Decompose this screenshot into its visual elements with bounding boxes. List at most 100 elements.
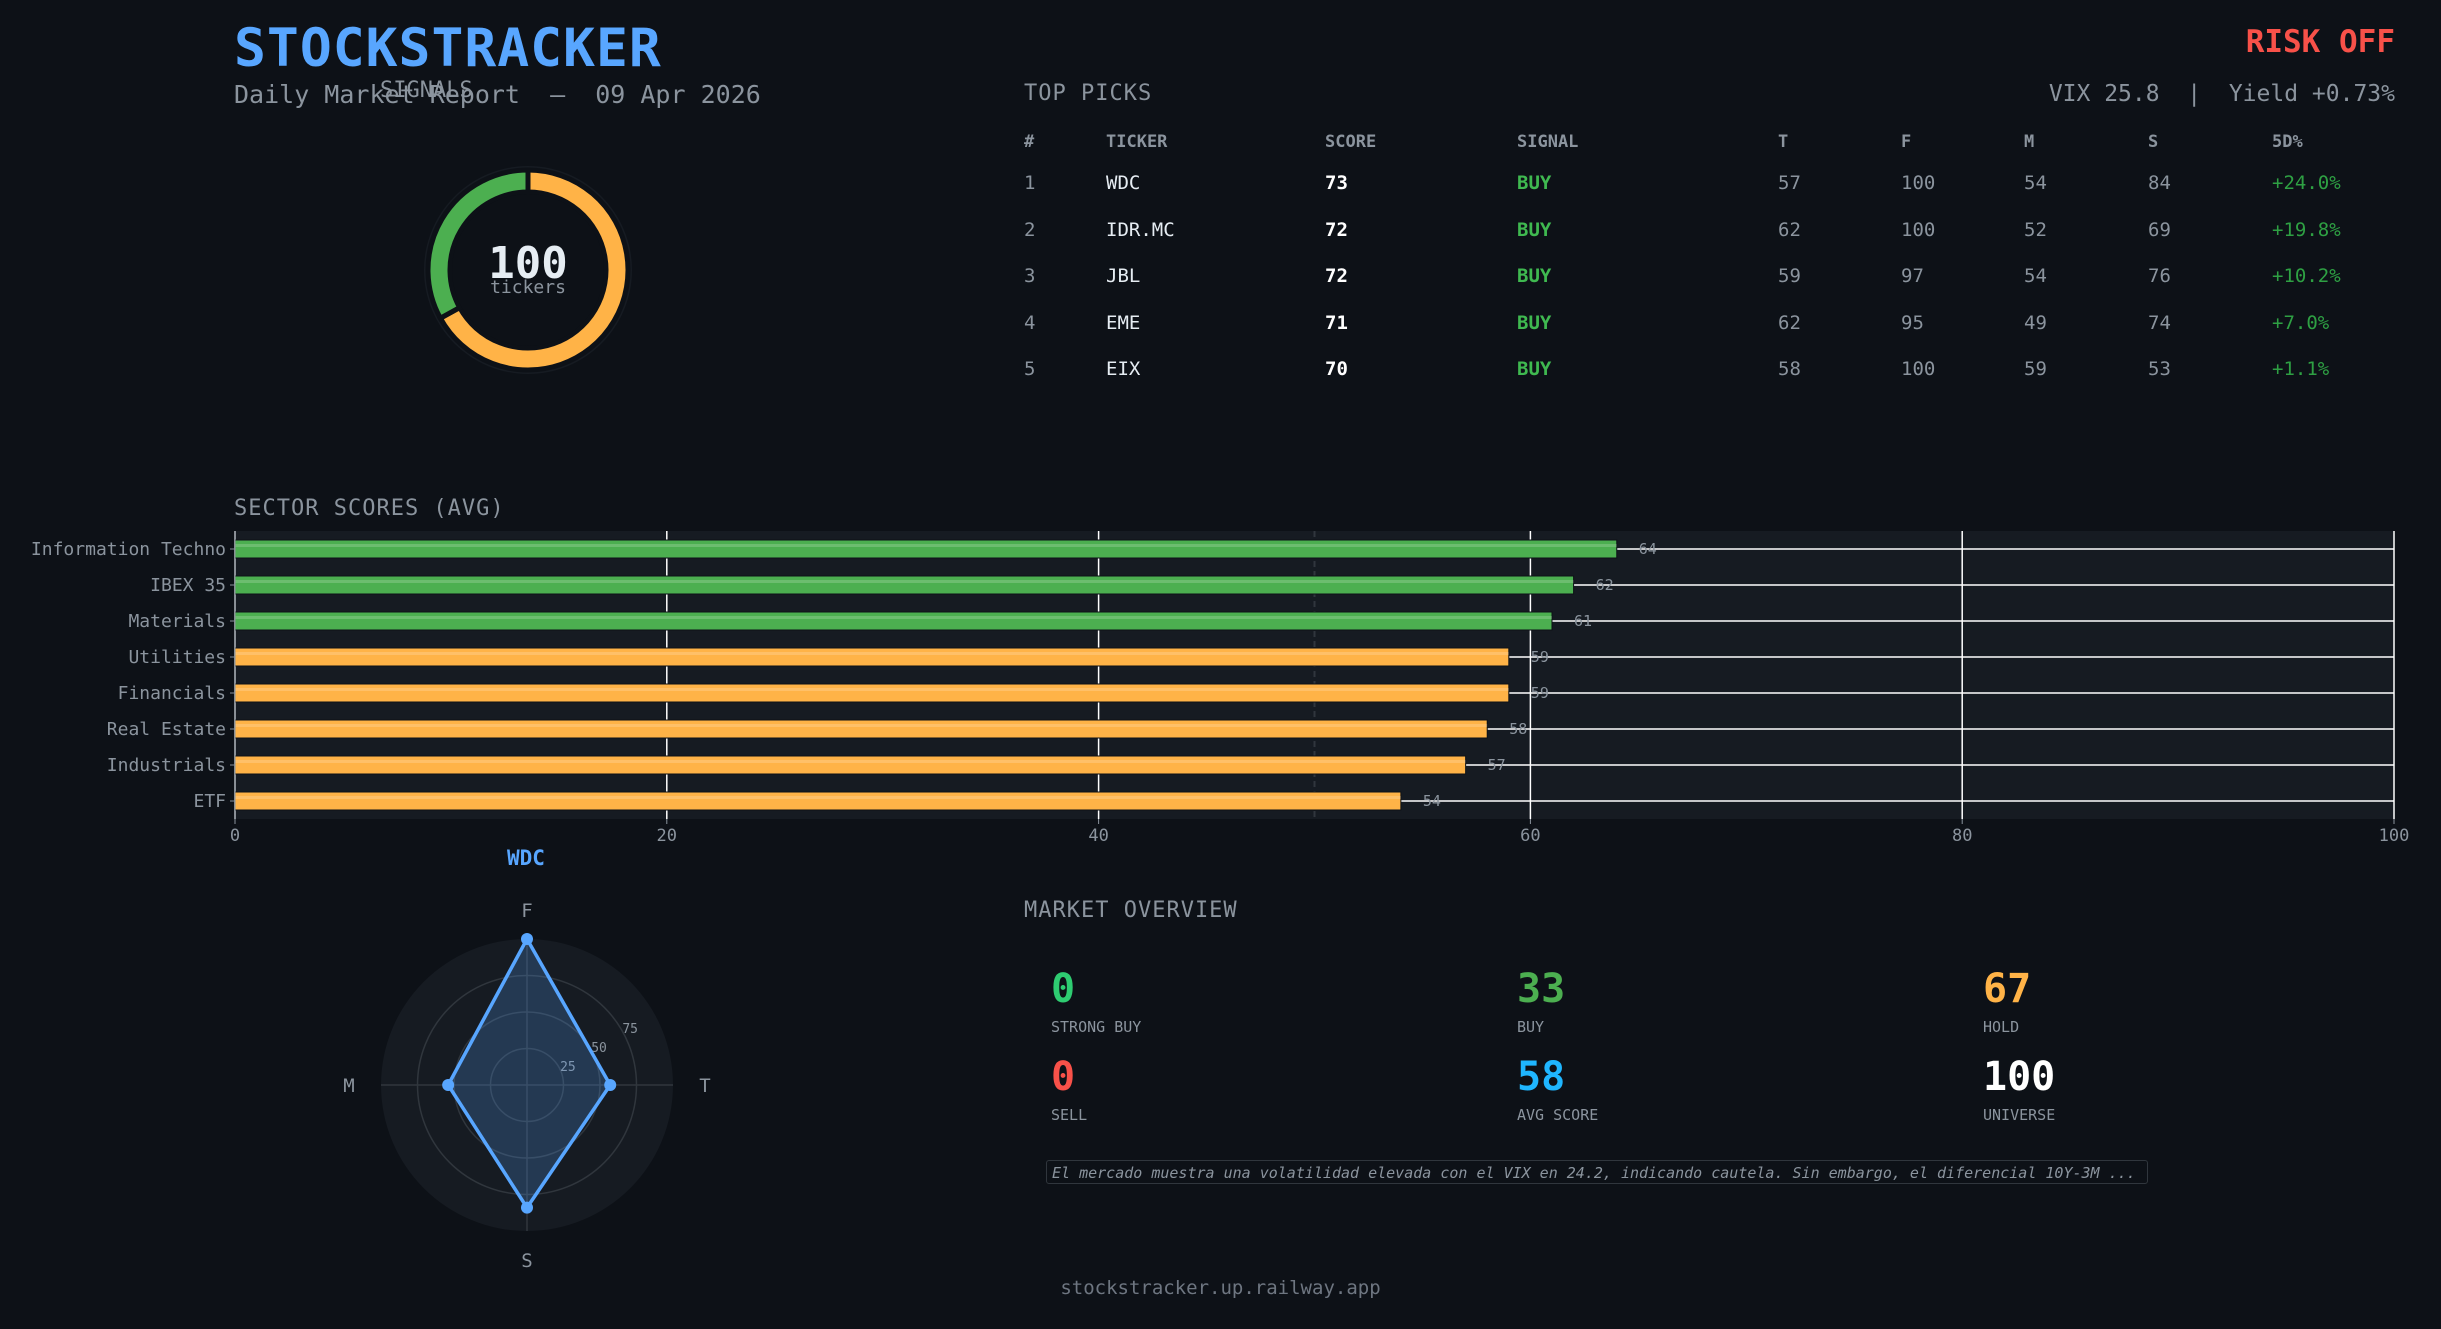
cell-ticker: IDR.MC (1106, 218, 1175, 241)
cell-m: 54 (2024, 172, 2047, 195)
cell-score: 72 (1325, 218, 1348, 241)
donut-slice-buy (425, 167, 531, 322)
stat-hold-label: HOLD (1983, 1018, 2020, 1036)
cell-t: 62 (1778, 311, 1801, 334)
radar-ring-label: 50 (591, 1041, 607, 1056)
cell-ticker: EIX (1106, 358, 1141, 381)
table-header-row: # TICKER SCORE SIGNAL T F M S 5D% (1024, 124, 2392, 160)
x-tick-label: 20 (657, 826, 677, 846)
sector-value-label: 59 (1531, 648, 1549, 666)
radar-axis-label-s: S (521, 1250, 532, 1272)
signals-chart-title: SIGNALS (380, 78, 473, 103)
x-tick-label: 40 (1088, 826, 1108, 846)
cell-m: 59 (2024, 358, 2047, 381)
stat-avg-score: 58 AVG SCORE (1517, 1054, 1598, 1124)
cell-t: 58 (1778, 358, 1801, 381)
top-picks-title: TOP PICKS (1024, 81, 1153, 106)
cell-m: 52 (2024, 218, 2047, 241)
donut-hole (452, 194, 604, 346)
table-row[interactable]: 3 JBL 72 BUY 59 97 54 76 +10.2% (1024, 253, 2392, 300)
cell-ticker: WDC (1106, 172, 1141, 195)
sector-scores-title: SECTOR SCORES (AVG) (234, 496, 505, 521)
sector-category-label: Utilities (128, 647, 226, 668)
x-tick-label: 80 (1952, 826, 1972, 846)
cell-rank: 3 (1024, 265, 1036, 288)
sector-value-label: 54 (1423, 792, 1441, 810)
sector-bar (234, 575, 1575, 595)
cell-f: 95 (1901, 311, 1924, 334)
sector-bar (234, 683, 1510, 703)
table-row[interactable]: 5 EIX 70 BUY 58 100 59 53 +1.1% (1024, 346, 2392, 393)
sector-bar-highlight (235, 760, 1466, 763)
cell-t: 59 (1778, 265, 1801, 288)
stat-universe-label: UNIVERSE (1983, 1106, 2056, 1124)
cell-t: 57 (1778, 172, 1801, 195)
sector-value-label: 61 (1574, 612, 1592, 630)
market-summary-text[interactable]: El mercado muestra una volatilidad eleva… (1046, 1160, 2148, 1184)
cell-score: 73 (1325, 172, 1348, 195)
stat-avg-score-value: 58 (1517, 1054, 1566, 1100)
stat-buy: 33 BUY (1517, 966, 1565, 1036)
donut-slice-hold (436, 167, 631, 373)
app-title: STOCKSTRACKER (234, 18, 662, 79)
x-tick-label: 0 (230, 826, 240, 846)
vix-yield-readout: VIX 25.8 | Yield +0.73% (2048, 81, 2395, 107)
donut-center-label: tickers (490, 277, 566, 298)
stat-sell-value: 0 (1051, 1054, 1076, 1100)
cell-rank: 1 (1024, 172, 1036, 195)
col-header-rank: # (1024, 132, 1035, 152)
stat-strong-buy-label: STRONG BUY (1051, 1018, 1142, 1036)
footer-url[interactable]: stockstracker.up.railway.app (1060, 1277, 1381, 1299)
table-row[interactable]: 2 IDR.MC 72 BUY 62 100 52 69 +19.8% (1024, 207, 2392, 254)
cell-s: 53 (2148, 358, 2171, 381)
stat-buy-label: BUY (1517, 1018, 1545, 1036)
cell-signal: BUY (1517, 172, 1552, 195)
sector-bar-highlight (235, 796, 1401, 799)
radar-ring-label: 75 (622, 1022, 638, 1037)
cell-rank: 4 (1024, 311, 1036, 334)
stat-strong-buy-value: 0 (1051, 966, 1076, 1012)
cell-s: 74 (2148, 311, 2171, 334)
col-header-f: F (1901, 132, 1912, 152)
x-tick-label: 60 (1520, 826, 1540, 846)
radar-axis-label-f: F (521, 900, 532, 922)
radar-point-m (442, 1079, 455, 1091)
sector-bar (234, 539, 1618, 559)
cell-5d-change: +7.0% (2272, 311, 2330, 334)
sector-value-label: 62 (1596, 576, 1614, 594)
table-row[interactable]: 1 WDC 73 BUY 57 100 54 84 +24.0% (1024, 160, 2392, 207)
radar-title: WDC (507, 846, 545, 870)
cell-5d-change: +19.8% (2272, 218, 2341, 241)
cell-signal: BUY (1517, 311, 1552, 334)
col-header-t: T (1778, 132, 1789, 152)
x-tick-label: 100 (2379, 826, 2410, 846)
sector-category-label: ETF (193, 791, 226, 812)
radar-point-s (521, 1201, 533, 1214)
sector-bar-highlight (235, 688, 1509, 691)
sector-bar-highlight (235, 580, 1574, 583)
stat-hold-value: 67 (1983, 966, 2032, 1012)
report-subtitle: Daily Market Report — 09 Apr 2026 (234, 80, 761, 109)
col-header-m: M (2024, 132, 2035, 152)
sector-bar-highlight (235, 652, 1509, 655)
sector-bar (234, 791, 1402, 811)
table-row[interactable]: 4 EME 71 BUY 62 95 49 74 +7.0% (1024, 300, 2392, 347)
cell-f: 97 (1901, 265, 1924, 288)
stat-universe: 100 UNIVERSE (1983, 1054, 2055, 1124)
col-header-score: SCORE (1325, 132, 1377, 152)
stat-sell: 0 SELL (1051, 1054, 1087, 1124)
cell-f: 100 (1901, 218, 1936, 241)
cell-f: 100 (1901, 358, 1936, 381)
cell-5d-change: +24.0% (2272, 172, 2341, 195)
sector-bar (234, 611, 1553, 631)
radar-chart: 25 50 75 F T S M (343, 900, 710, 1272)
sector-value-label: 57 (1488, 756, 1506, 774)
cell-t: 62 (1778, 218, 1801, 241)
cell-5d-change: +10.2% (2272, 265, 2341, 288)
cell-signal: BUY (1517, 218, 1552, 241)
signals-donut-chart: 100 tickers (424, 166, 632, 374)
col-header-5d: 5D% (2272, 132, 2303, 152)
stat-universe-value: 100 (1983, 1054, 2056, 1100)
stat-buy-value: 33 (1517, 966, 1566, 1012)
